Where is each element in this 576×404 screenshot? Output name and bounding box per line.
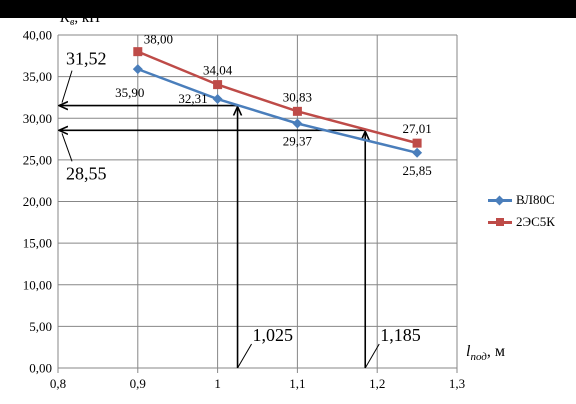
annotation-value-label: 1,025: [253, 325, 293, 345]
data-series: [132, 47, 423, 158]
annotation-arrows: 31,52 28,55 1,025 1,185: [59, 49, 421, 369]
x-axis-title: lпод, м: [466, 343, 505, 363]
data-point-square: [213, 80, 223, 90]
data-point-diamond: [132, 64, 143, 75]
y-axis-title: Kв, кН: [59, 10, 100, 28]
data-label: 35,90: [115, 85, 144, 100]
y-tick-label: 0,00: [29, 361, 52, 376]
x-axis-title-subscript: под: [470, 351, 487, 363]
data-label: 27,01: [402, 121, 431, 136]
chart-legend: ВЛ80С 2ЭС5К: [486, 189, 570, 233]
data-point-square: [133, 47, 143, 57]
legend-label: ВЛ80С: [516, 192, 555, 207]
x-tick-label: 0,9: [130, 376, 146, 391]
data-label: 38,00: [144, 32, 173, 47]
annotation-leader-line: [61, 133, 73, 162]
annotation-leader-line: [61, 70, 73, 103]
data-label: 29,37: [283, 133, 313, 148]
y-tick-label: 30,00: [23, 111, 52, 126]
series-line: [137, 50, 418, 145]
x-axis-title-letter: l: [466, 343, 471, 360]
data-label: 32,31: [178, 91, 207, 106]
legend-item-vl80s: ВЛ80С: [486, 189, 570, 211]
axes: 0,00 5,00 10,00 15,00 20,00 25,00 30,00 35,00 40…: [23, 28, 465, 392]
x-axis-title-unit: , м: [487, 343, 505, 360]
y-tick-label: 10,00: [23, 277, 52, 292]
square-marker-icon: [496, 218, 504, 226]
data-point-diamond: [412, 147, 423, 158]
legend-label: 2ЭС5К: [516, 214, 555, 229]
diamond-marker-icon: [494, 195, 505, 205]
top-black-bar: [0, 0, 576, 18]
data-point-diamond: [292, 118, 303, 129]
legend-item-2es5k: 2ЭС5К: [486, 211, 570, 233]
data-point-square: [412, 138, 422, 148]
data-point-square: [292, 106, 302, 116]
axis-titles: Kв, кН lпод, м: [59, 10, 505, 363]
x-tick-label: 1,2: [369, 376, 385, 391]
annotation-value-label: 28,55: [66, 163, 107, 183]
y-axis-title-subscript: в: [70, 17, 75, 28]
annotation-value-label: 31,52: [66, 49, 107, 69]
y-tick-label: 20,00: [23, 194, 52, 209]
annotation-leader-line: [237, 343, 252, 369]
y-axis-title-unit: , кН: [74, 10, 100, 26]
x-tick-label: 1,3: [449, 376, 465, 391]
y-tick-label: 25,00: [23, 152, 52, 167]
annotation-leader-line: [364, 343, 380, 369]
data-label: 25,85: [402, 163, 431, 178]
data-labels: 35,90 32,31 29,37 25,85 38,00 34,04 30,83 27,01: [115, 32, 432, 178]
annotation-value-label: 1,185: [380, 325, 421, 345]
x-tick-label: 0,8: [50, 376, 66, 391]
y-tick-label: 15,00: [23, 236, 52, 251]
x-tick-label: 1: [214, 376, 221, 391]
y-axis-title-letter: K: [59, 10, 71, 26]
series-line: [137, 67, 418, 155]
data-label: 30,83: [283, 89, 312, 104]
x-tick-label: 1,1: [289, 376, 305, 391]
y-tick-label: 35,00: [23, 69, 52, 84]
data-label: 34,04: [203, 63, 233, 78]
y-tick-label: 40,00: [23, 28, 52, 43]
y-tick-label: 5,00: [29, 319, 52, 334]
data-point-diamond: [212, 94, 223, 105]
